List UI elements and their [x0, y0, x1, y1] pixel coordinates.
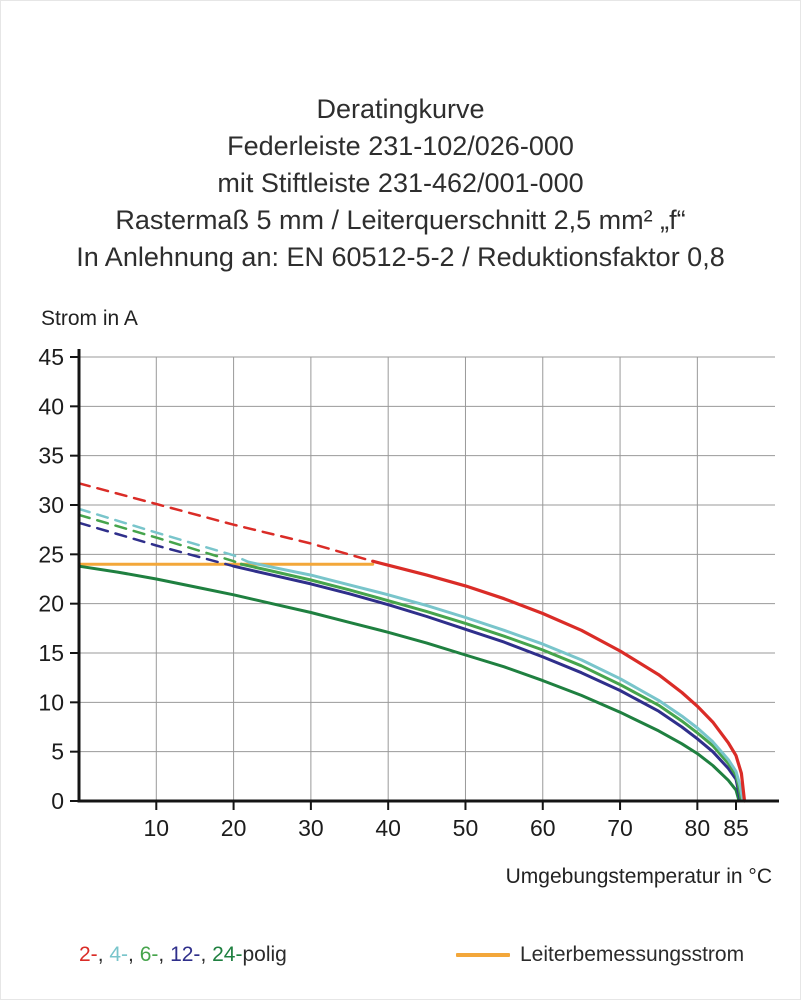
legend-item: polig — [242, 943, 287, 966]
legend-item: , — [158, 943, 171, 966]
x-tick-label: 60 — [530, 815, 556, 841]
x-tick-label: 20 — [221, 815, 247, 841]
curve-12-polig-gestrichelt- — [77, 521, 235, 568]
legend-item: 12- — [170, 943, 201, 966]
legend-item: , — [128, 943, 140, 966]
curve-12-polig — [232, 564, 743, 803]
curve-4-polig-gestrichelt- — [77, 507, 251, 564]
curve-2-polig-gestrichelt- — [77, 482, 374, 563]
curve-6-polig — [239, 562, 743, 803]
legend-pole-counts: 2-, 4-, 6-, 12-, 24-polig — [79, 943, 287, 967]
y-tick-label: 5 — [51, 739, 64, 765]
curve-24-polig — [77, 564, 741, 803]
legend-item: 4- — [109, 943, 129, 966]
title-line-5: In Anlehnung an: EN 60512-5-2 / Reduktio… — [76, 242, 725, 272]
curve-6-polig-gestrichelt- — [77, 513, 243, 566]
legend-item: , — [200, 943, 213, 966]
x-tick-label: 85 — [723, 815, 749, 841]
legend-limit-current: Leiterbemessungsstrom — [456, 943, 744, 967]
title-line-3: mit Stiftleiste 231-462/001-000 — [217, 168, 584, 198]
y-tick-label: 40 — [38, 393, 64, 419]
y-tick-label: 15 — [38, 640, 64, 666]
y-tick-label: 30 — [38, 492, 64, 518]
y-tick-label: 20 — [38, 591, 64, 617]
legend-item: 24- — [212, 943, 243, 966]
y-tick-label: 0 — [51, 788, 64, 814]
curve-2-polig — [371, 559, 747, 803]
legend-item: 6- — [139, 943, 159, 966]
limit-line-swatch — [456, 953, 510, 957]
x-tick-label: 80 — [685, 815, 711, 841]
y-tick-label: 10 — [38, 689, 64, 715]
limit-line-label: Leiterbemessungsstrom — [520, 943, 745, 966]
legend-row: 2-, 4-, 6-, 12-, 24-polig Leiterbemessun… — [1, 939, 800, 979]
curve-4-polig — [247, 560, 745, 803]
chart-title-block: Deratingkurve Federleiste 231-102/026-00… — [1, 91, 800, 276]
legend-item: , — [97, 943, 110, 966]
y-tick-label: 25 — [38, 541, 64, 567]
x-axis-label: Umgebungstemperatur in °C — [505, 865, 772, 888]
legend-item: 2- — [79, 943, 98, 966]
x-tick-label: 30 — [298, 815, 324, 841]
x-tick-label: 70 — [607, 815, 633, 841]
y-tick-label: 35 — [38, 443, 64, 469]
x-tick-label: 50 — [453, 815, 479, 841]
x-tick-label: 10 — [143, 815, 169, 841]
title-line-4: Rastermaß 5 mm / Leiterquerschnitt 2,5 m… — [115, 205, 686, 235]
x-tick-label: 40 — [375, 815, 401, 841]
y-axis-label: Strom in A — [41, 307, 138, 330]
title-line-1: Deratingkurve — [316, 94, 485, 124]
title-line-2: Federleiste 231-102/026-000 — [227, 131, 574, 161]
y-tick-label: 45 — [38, 344, 64, 370]
